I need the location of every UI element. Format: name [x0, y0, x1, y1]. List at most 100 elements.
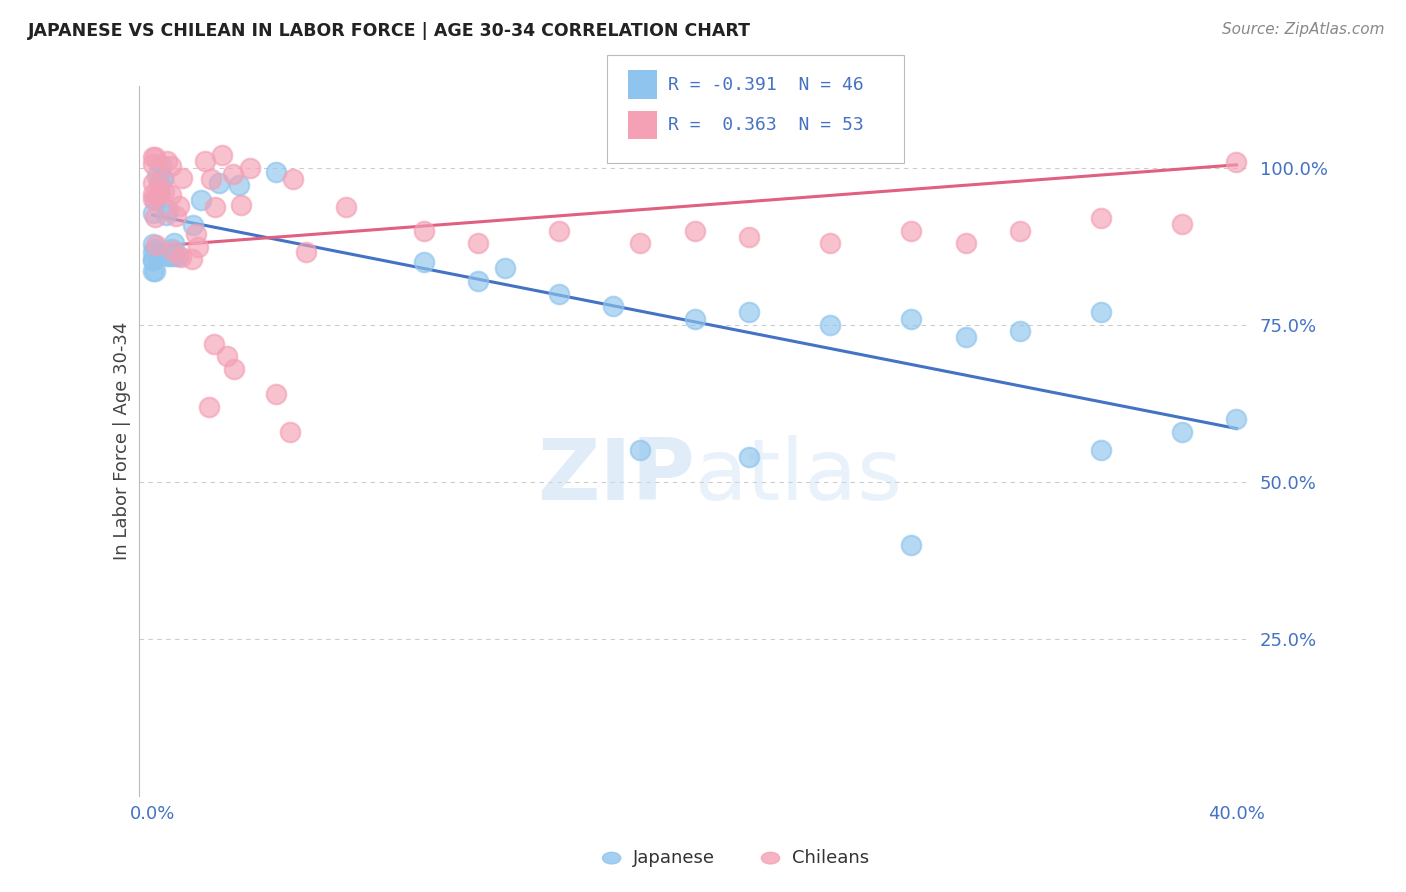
Japanese — [149, 186, 172, 201]
Chileans — [211, 148, 233, 162]
Chileans — [955, 236, 977, 251]
Text: Source: ZipAtlas.com: Source: ZipAtlas.com — [1222, 22, 1385, 37]
Japanese — [467, 274, 489, 288]
Japanese — [683, 311, 706, 326]
Japanese — [900, 311, 922, 326]
Japanese — [152, 170, 174, 185]
Text: R =  0.363  N = 53: R = 0.363 N = 53 — [668, 116, 863, 134]
Chileans — [1171, 218, 1194, 232]
Japanese — [148, 179, 170, 194]
Chileans — [281, 172, 304, 186]
Chileans — [194, 154, 217, 169]
Chileans — [142, 176, 165, 190]
Chileans — [167, 199, 190, 213]
Japanese — [1090, 305, 1112, 319]
Y-axis label: In Labor Force | Age 30-34: In Labor Force | Age 30-34 — [114, 322, 131, 560]
Chileans — [1225, 154, 1247, 169]
Japanese — [412, 255, 434, 269]
Text: R = -0.391  N = 46: R = -0.391 N = 46 — [668, 76, 863, 94]
Chileans — [264, 387, 287, 401]
Chileans — [229, 198, 252, 212]
Japanese — [142, 252, 165, 267]
Chileans — [172, 170, 194, 185]
Chileans — [156, 153, 179, 168]
Chileans — [166, 210, 188, 224]
Chileans — [222, 362, 245, 376]
Chileans — [202, 336, 225, 351]
Chileans — [142, 150, 165, 164]
Japanese — [955, 330, 977, 344]
Text: JAPANESE VS CHILEAN IN LABOR FORCE | AGE 30-34 CORRELATION CHART: JAPANESE VS CHILEAN IN LABOR FORCE | AGE… — [28, 22, 751, 40]
Japanese — [143, 243, 166, 257]
Chileans — [628, 236, 651, 251]
Japanese — [152, 172, 174, 186]
Chileans — [294, 244, 316, 259]
Chileans — [200, 172, 222, 186]
Chileans — [738, 230, 761, 244]
Chileans — [335, 200, 357, 214]
Japanese — [159, 248, 181, 262]
Japanese — [190, 193, 212, 207]
Chileans — [215, 349, 238, 363]
Japanese — [145, 193, 167, 207]
Japanese — [142, 253, 165, 268]
Chileans — [280, 425, 302, 439]
Chileans — [142, 157, 165, 171]
Japanese — [900, 538, 922, 552]
Japanese — [494, 261, 516, 276]
Chileans — [142, 186, 165, 201]
Japanese — [142, 205, 165, 219]
Text: atlas: atlas — [695, 435, 903, 518]
Chileans — [160, 159, 183, 173]
Japanese — [738, 450, 761, 464]
Chileans — [148, 176, 170, 190]
Chileans — [162, 244, 184, 258]
Chileans — [1090, 211, 1112, 226]
Japanese — [145, 264, 167, 278]
Japanese — [818, 318, 841, 332]
Japanese — [628, 443, 651, 458]
Chileans — [900, 224, 922, 238]
Chileans — [204, 200, 226, 214]
Japanese — [142, 263, 165, 277]
Japanese — [266, 165, 288, 179]
Chileans — [142, 193, 165, 207]
Japanese — [156, 249, 179, 263]
Chileans — [548, 224, 571, 238]
Text: Japanese: Japanese — [633, 849, 714, 867]
Chileans — [467, 236, 489, 251]
Chileans — [187, 240, 209, 254]
Japanese — [548, 286, 571, 301]
Text: Chileans: Chileans — [792, 849, 869, 867]
Japanese — [142, 236, 165, 251]
Chileans — [143, 210, 166, 224]
Text: ZIP: ZIP — [537, 435, 695, 518]
Chileans — [221, 167, 243, 181]
Japanese — [163, 249, 186, 263]
Chileans — [683, 224, 706, 238]
Japanese — [738, 305, 761, 319]
Japanese — [183, 218, 205, 232]
Chileans — [170, 250, 193, 264]
Japanese — [602, 299, 624, 313]
Japanese — [228, 178, 250, 192]
Chileans — [412, 224, 434, 238]
Chileans — [160, 188, 183, 202]
Japanese — [208, 177, 231, 191]
Japanese — [157, 202, 180, 217]
Chileans — [184, 227, 207, 242]
Japanese — [142, 245, 165, 260]
Japanese — [1171, 425, 1194, 439]
Chileans — [146, 189, 169, 203]
Chileans — [818, 236, 841, 251]
Japanese — [160, 242, 183, 256]
Japanese — [1008, 324, 1031, 338]
Japanese — [146, 169, 169, 183]
Chileans — [145, 237, 167, 252]
Chileans — [143, 150, 166, 164]
Japanese — [1225, 412, 1247, 426]
Japanese — [1090, 443, 1112, 458]
Chileans — [198, 400, 221, 414]
Japanese — [155, 207, 177, 221]
Chileans — [1008, 224, 1031, 238]
